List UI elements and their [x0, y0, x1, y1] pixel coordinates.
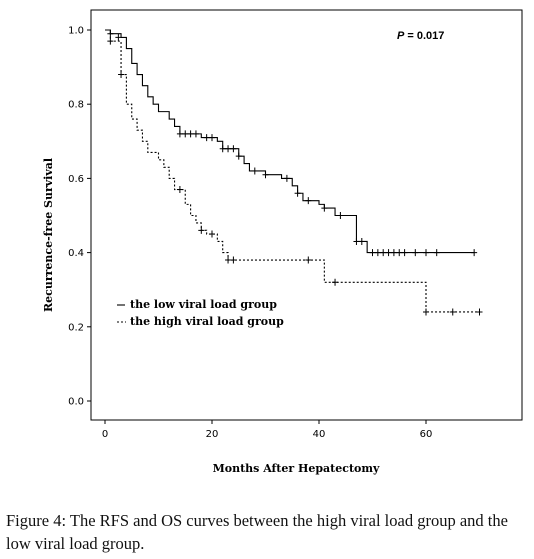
survival-curve-low	[105, 29, 475, 254]
legend: the low viral load group the high viral …	[117, 298, 284, 328]
censor-mark-low	[369, 249, 376, 257]
x-tick-label: 40	[313, 429, 326, 440]
survival-curve-high	[105, 29, 480, 313]
censor-mark-low	[321, 204, 328, 212]
x-tick-label: 0	[102, 429, 108, 440]
censor-mark-low	[294, 189, 301, 197]
censor-mark-low	[192, 130, 199, 138]
censor-mark-high	[230, 256, 237, 264]
censor-mark-low	[251, 167, 258, 175]
y-tick-label: 1.0	[68, 26, 84, 37]
censor-mark-low	[380, 249, 387, 257]
legend-label-high: the high viral load group	[130, 315, 284, 328]
y-tick-label: 0.2	[68, 322, 84, 333]
censor-mark-high	[476, 308, 483, 316]
censor-mark-low	[423, 249, 429, 257]
figure-caption: Figure 4: The RFS and OS curves between …	[6, 509, 530, 555]
y-tick-label: 0.4	[68, 248, 84, 259]
censor-mark-low	[433, 249, 440, 257]
censor-mark-high	[118, 71, 125, 79]
x-axis-title: Months After Hepatectomy	[213, 462, 380, 475]
y-axis: 0.0 0.2 0.4 0.6 0.8 1.0	[68, 26, 91, 408]
censor-mark-high	[209, 230, 215, 238]
km-chart: 0.0 0.2 0.4 0.6 0.8 1.0 0 20 40 60 Recurrence-fr…	[42, 9, 523, 475]
censor-mark-low	[337, 212, 344, 219]
plot-area	[90, 9, 523, 421]
caption-label: Figure 4:	[6, 511, 67, 530]
censor-mark-low	[390, 249, 397, 257]
caption-text: The RFS and OS curves between the high v…	[6, 511, 508, 553]
p-value-symbol: P	[397, 30, 405, 42]
series-layer	[105, 29, 483, 316]
series-high-viral-load	[105, 29, 483, 316]
censor-mark-low	[115, 33, 122, 41]
censor-mark-low	[412, 249, 419, 257]
y-axis-title: Recurrence-free Survival	[42, 158, 55, 312]
censor-mark-low	[401, 249, 408, 257]
censor-mark-low	[219, 145, 226, 153]
censor-mark-high	[225, 256, 232, 264]
censor-mark-low	[283, 174, 290, 182]
y-tick-label: 0.6	[68, 174, 84, 185]
censor-mark-high	[423, 308, 429, 316]
censor-mark-high	[305, 256, 312, 264]
censor-mark-low	[235, 152, 242, 160]
legend-label-low: the low viral load group	[130, 298, 277, 311]
censor-mark-high	[176, 186, 183, 194]
censor-mark-high	[449, 308, 456, 316]
censor-mark-low	[305, 197, 312, 205]
censor-mark-low	[374, 249, 381, 257]
censor-mark-low	[230, 145, 237, 153]
censor-mark-high	[332, 278, 339, 286]
y-tick-label: 0.0	[68, 397, 84, 408]
censor-mark-low	[225, 145, 232, 153]
censor-mark-low	[262, 171, 269, 179]
censor-mark-low	[176, 130, 183, 138]
censor-mark-low	[353, 237, 360, 245]
x-tick-label: 60	[420, 429, 433, 440]
censor-mark-high	[107, 37, 114, 45]
censor-mark-low	[182, 130, 189, 138]
p-value-number: = 0.017	[407, 30, 444, 42]
censor-mark-low	[396, 249, 403, 257]
censor-mark-low	[187, 130, 194, 138]
censor-mark-high	[198, 226, 205, 234]
censor-mark-low	[358, 237, 365, 245]
x-tick-label: 20	[206, 429, 219, 440]
p-value-annotation: P = 0.017	[397, 30, 444, 42]
series-low-viral-load	[105, 29, 478, 257]
censor-mark-low	[209, 134, 215, 142]
x-axis: 0 20 40 60	[102, 420, 433, 440]
censor-mark-low	[471, 249, 478, 257]
censor-mark-low	[203, 134, 210, 142]
censor-mark-low	[385, 249, 392, 257]
y-tick-label: 0.8	[68, 100, 84, 111]
